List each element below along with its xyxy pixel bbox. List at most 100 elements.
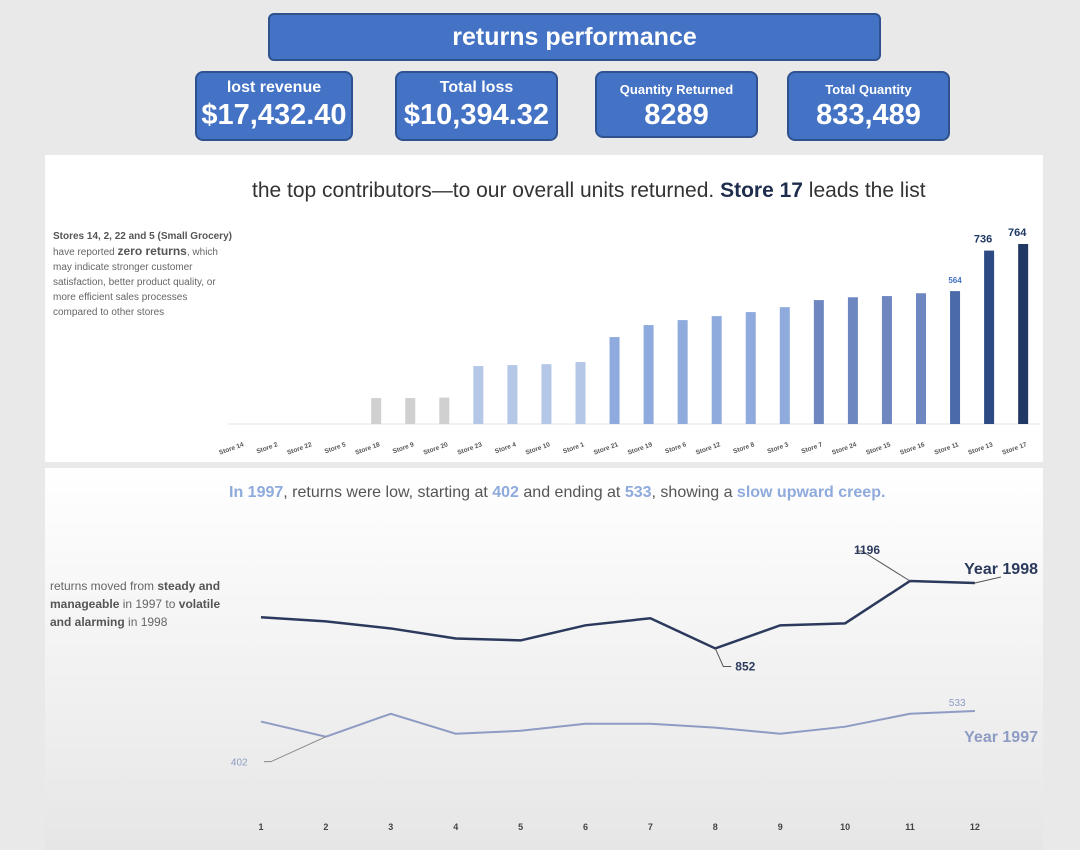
line-chart-panel: In 1997, returns were low, starting at 4… — [45, 468, 1043, 850]
bar — [916, 293, 926, 424]
leader-line — [974, 576, 1002, 584]
bar — [405, 398, 416, 424]
x-tick-label: Store 22 — [286, 441, 313, 456]
kpi-label: Total Quantity — [825, 82, 912, 97]
bar-chart-panel: the top contributors—to our overall unit… — [45, 155, 1043, 462]
bar — [677, 320, 688, 424]
x-tick-label: 11 — [905, 822, 915, 832]
data-label: 852 — [735, 659, 755, 673]
x-tick-label: 2 — [323, 822, 328, 832]
bar — [473, 366, 484, 424]
bar — [950, 291, 961, 424]
headline-text: the top contributors—to our overall unit… — [252, 179, 721, 202]
headline-highlight: slow upward creep. — [736, 484, 886, 501]
x-tick-label: 6 — [583, 822, 588, 832]
bar-chart-note: Stores 14, 2, 22 and 5 (Small Grocery) h… — [53, 229, 233, 320]
x-tick-label: 4 — [453, 822, 458, 832]
x-tick-label: 12 — [970, 822, 980, 832]
series-line — [260, 710, 975, 738]
kpi-lost-revenue: lost revenue $17,432.40 — [195, 71, 353, 141]
note-text: in 1998 — [124, 615, 168, 629]
x-tick-label: Store 9 — [392, 441, 415, 455]
headline-highlight: 533 — [624, 484, 652, 501]
bar — [643, 325, 654, 424]
x-tick-label: Store 4 — [494, 441, 517, 455]
bar — [779, 307, 790, 424]
bar — [711, 316, 722, 424]
bar — [984, 250, 995, 424]
headline-text: leads the list — [802, 179, 926, 202]
headline-highlight: 402 — [492, 484, 519, 501]
x-tick-label: Store 14 — [218, 441, 245, 456]
headline-highlight: Store 17 — [720, 179, 803, 202]
kpi-total-loss: Total loss $10,394.32 — [395, 71, 558, 141]
x-tick-label: Store 8 — [732, 441, 755, 455]
data-label: 564 — [948, 276, 962, 285]
data-label: 402 — [231, 758, 248, 769]
x-tick-label: Store 3 — [766, 441, 789, 455]
x-tick-label: Store 1 — [562, 441, 585, 455]
line-chart-note: returns moved from steady and manageable… — [50, 577, 225, 631]
x-tick-label: 9 — [778, 822, 783, 832]
data-label: 736 — [974, 234, 992, 246]
bar — [745, 312, 756, 424]
data-label: 764 — [1008, 227, 1027, 239]
kpi-value: $10,394.32 — [403, 99, 550, 131]
x-tick-label: Store 6 — [664, 441, 687, 455]
bar — [541, 364, 552, 424]
kpi-label: Quantity Returned — [619, 82, 734, 97]
x-tick-label: Store 21 — [593, 441, 620, 456]
bar — [881, 296, 892, 424]
note-text: , which may indicate stronger customer s… — [53, 247, 218, 318]
bar — [847, 297, 858, 424]
note-bold: zero returns — [117, 244, 187, 258]
x-tick-label: Store 19 — [627, 441, 654, 456]
data-label: 533 — [949, 698, 966, 709]
kpi-value: 8289 — [644, 99, 709, 131]
bar — [609, 337, 620, 424]
note-text: returns moved from — [50, 579, 158, 593]
series-label: Year 1997 — [964, 729, 1038, 746]
kpi-label: lost revenue — [226, 79, 322, 96]
x-tick-label: Store 2 — [256, 441, 279, 455]
leader-line — [856, 550, 911, 582]
bar — [1018, 244, 1029, 424]
note-bold: volatile and alarming — [50, 597, 221, 629]
leader-line — [714, 648, 732, 667]
headline-text: , returns were low, starting at — [283, 484, 493, 501]
note-bold: Stores 14, 2, 22 and 5 (Small Grocery) — [53, 231, 232, 242]
x-tick-label: Store 15 — [865, 441, 892, 456]
x-tick-label: Store 5 — [324, 441, 347, 455]
x-tick-label: Store 20 — [422, 441, 449, 456]
line-chart-headline: In 1997, returns were low, starting at 4… — [229, 484, 885, 502]
x-tick-label: Store 11 — [934, 441, 961, 456]
x-tick-label: Store 24 — [831, 441, 858, 456]
note-bold: steady and manageable — [50, 579, 221, 611]
kpi-total-quantity: Total Quantity 833,489 — [787, 71, 950, 141]
bar-chart-headline: the top contributors—to our overall unit… — [252, 179, 926, 203]
bar — [439, 397, 450, 424]
series-label: Year 1998 — [964, 561, 1038, 578]
series-line — [260, 579, 975, 650]
kpi-value: $17,432.40 — [201, 99, 347, 131]
x-tick-label: Store 18 — [354, 441, 381, 456]
kpi-label: Total loss — [439, 79, 514, 96]
note-text: have reported — [53, 247, 118, 258]
x-tick-label: 8 — [713, 822, 718, 832]
bar — [813, 300, 824, 424]
x-tick-label: Store 7 — [800, 441, 823, 455]
leader-line — [263, 736, 327, 763]
x-tick-label: Store 12 — [695, 441, 722, 456]
headline-text: , showing a — [651, 484, 737, 501]
kpi-value: 833,489 — [816, 99, 921, 131]
x-tick-label: Store 16 — [899, 441, 926, 456]
x-tick-label: 7 — [648, 822, 653, 832]
data-label: 1196 — [854, 543, 880, 557]
x-tick-label: Store 10 — [525, 441, 552, 456]
headline-text: and ending at — [518, 484, 625, 501]
x-tick-label: 1 — [258, 822, 263, 832]
bar — [575, 362, 586, 424]
bar — [371, 398, 382, 424]
x-tick-label: Store 23 — [457, 441, 484, 456]
